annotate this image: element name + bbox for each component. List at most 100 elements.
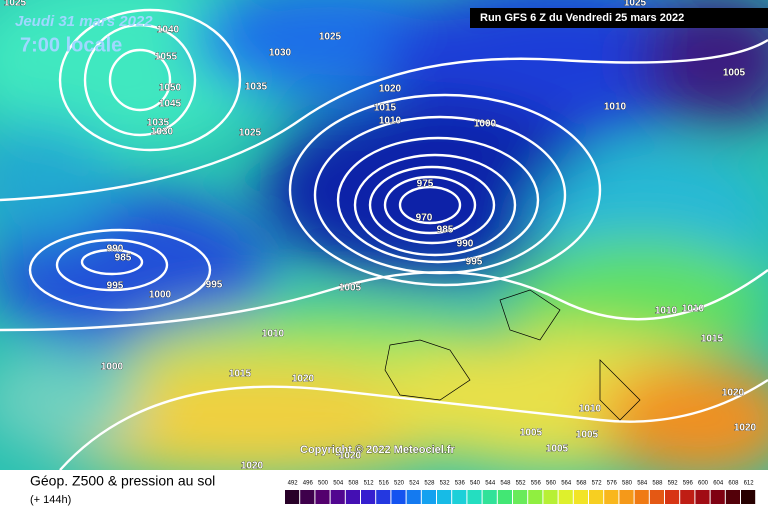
isobar-label: 1010 — [604, 102, 627, 113]
scale-swatch — [406, 490, 421, 504]
isobar-label: 1020 — [339, 451, 362, 462]
scale-label: 548 — [500, 481, 511, 487]
isobar-label: 1005 — [520, 428, 543, 439]
scale-label: 512 — [364, 481, 375, 487]
isobar-label: 1010 — [655, 306, 678, 317]
isobar-label: 1040 — [157, 25, 180, 36]
isobar-label: 985 — [437, 225, 454, 236]
scale-swatch — [604, 490, 619, 504]
scale-label: 520 — [394, 481, 405, 487]
isobar-label: 1010 — [682, 304, 705, 315]
isobar-label: 995 — [206, 280, 223, 291]
scale-label: 568 — [576, 481, 587, 487]
isobar-label: 1035 — [245, 82, 268, 93]
isobar-label: 1005 — [546, 444, 569, 455]
scale-swatch — [361, 490, 376, 504]
scale-label: 532 — [440, 481, 451, 487]
isobar-label: 1045 — [159, 99, 182, 110]
scale-label: 604 — [713, 481, 724, 487]
isobar-label: 1050 — [159, 83, 182, 94]
isobar-label: 1005 — [723, 68, 746, 79]
time: 7:00 locale — [20, 34, 122, 56]
isobar-label: 1025 — [4, 0, 27, 9]
scale-label: 584 — [637, 481, 648, 487]
isobar-label: 1010 — [379, 116, 402, 127]
scale-swatch — [725, 490, 740, 504]
isobar-label: 1015 — [374, 103, 397, 114]
scale-swatch — [391, 490, 406, 504]
isobar-label: 990 — [107, 244, 124, 255]
footer-title: Géop. Z500 & pression au sol — [30, 473, 215, 489]
isobar-label: 1025 — [624, 0, 647, 9]
scale-label: 528 — [424, 481, 435, 487]
copyright: Copyright © 2022 Meteociel.fr — [300, 444, 456, 456]
isobar-label: 1020 — [722, 388, 745, 399]
isobar-label: 985 — [115, 253, 132, 264]
scale-label: 536 — [455, 481, 466, 487]
scale-swatch — [421, 490, 436, 504]
scale-label: 516 — [379, 481, 390, 487]
scale-swatch — [619, 490, 634, 504]
date: Jeudi 31 mars 2022 — [15, 13, 153, 30]
scale-swatch — [695, 490, 710, 504]
isobar-label: 1005 — [576, 430, 599, 441]
scale-label: 504 — [333, 481, 344, 487]
scale-label: 596 — [683, 481, 694, 487]
scale-swatch — [649, 490, 664, 504]
scale-label: 564 — [561, 481, 572, 487]
scale-swatch — [528, 490, 543, 504]
scale-label: 600 — [698, 481, 709, 487]
scale-label: 560 — [546, 481, 557, 487]
scale-swatch — [285, 490, 300, 504]
scale-swatch — [741, 490, 756, 504]
run-info: Run GFS 6 Z du Vendredi 25 mars 2022 — [480, 12, 684, 24]
scale-label: 540 — [470, 481, 481, 487]
isobar-label: 1015 — [229, 369, 252, 380]
isobar-label: 995 — [466, 257, 483, 268]
scale-swatch — [513, 490, 528, 504]
scale-swatch — [345, 490, 360, 504]
scale-label: 496 — [303, 481, 314, 487]
scale-label: 552 — [516, 481, 527, 487]
field — [0, 0, 768, 470]
scale-swatch — [665, 490, 680, 504]
isobar-label: 995 — [107, 281, 124, 292]
scale-swatch — [482, 490, 497, 504]
scale-swatch — [634, 490, 649, 504]
isobar-label: 1055 — [155, 52, 178, 63]
isobar-label: 1000 — [149, 290, 172, 301]
isobar-label: 975 — [417, 179, 434, 190]
isobar-label: 1000 — [474, 119, 497, 130]
scale-swatch — [330, 490, 345, 504]
scale-swatch — [573, 490, 588, 504]
isobar-label: 1010 — [262, 329, 285, 340]
scale-swatch — [680, 490, 695, 504]
isobar-label: 1030 — [151, 127, 174, 138]
isobar-label: 990 — [457, 239, 474, 250]
scale-swatch — [452, 490, 467, 504]
isobar-label: 1005 — [339, 283, 362, 294]
scale-label: 508 — [348, 481, 359, 487]
scale-swatch — [558, 490, 573, 504]
scale-label: 556 — [531, 481, 542, 487]
isobar-label: 1020 — [734, 423, 757, 434]
scale-label: 500 — [318, 481, 329, 487]
isobar-label: 1025 — [319, 32, 342, 43]
scale-swatch — [497, 490, 512, 504]
isobar-label: 970 — [416, 213, 433, 224]
scale-swatch — [589, 490, 604, 504]
coastlines — [384, 289, 641, 421]
scale-label: 492 — [288, 481, 299, 487]
scale-label: 588 — [652, 481, 663, 487]
scale-label: 544 — [485, 481, 496, 487]
scale-label: 592 — [668, 481, 679, 487]
isobar-lines — [0, 8, 768, 470]
scale-swatch — [710, 490, 725, 504]
scale-swatch — [467, 490, 482, 504]
isobar-label: 1025 — [239, 128, 262, 139]
isobar-label: 1020 — [241, 461, 264, 472]
isobar-label: 1010 — [579, 404, 602, 415]
isobar-label: 1015 — [701, 334, 724, 345]
